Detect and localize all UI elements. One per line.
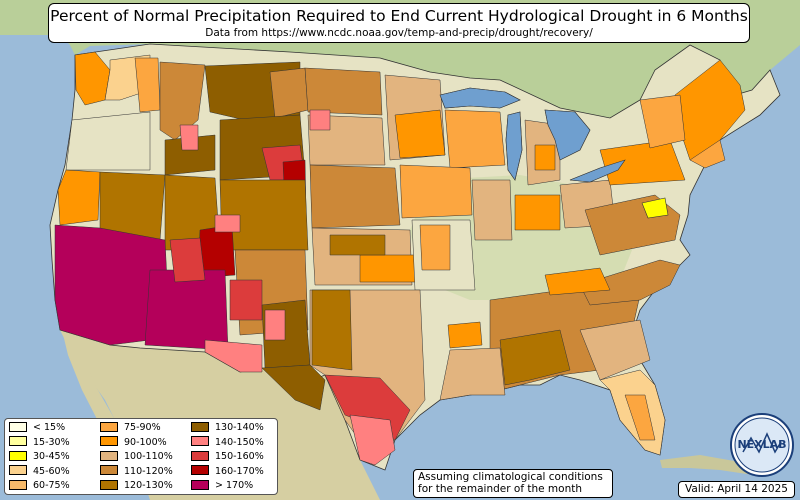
legend-item: 140-150% xyxy=(191,436,264,449)
region-id-pink xyxy=(179,124,199,151)
legend-item: 120-130% xyxy=(100,479,173,492)
legend-label: 60-75% xyxy=(33,480,70,491)
legend-item: 110-120% xyxy=(100,465,173,478)
cuba-land xyxy=(660,455,770,476)
legend-label: 90-100% xyxy=(124,436,167,448)
region-se-darkbrown xyxy=(499,329,571,386)
legend-item: 30-45% xyxy=(9,450,70,463)
logo-text: NEXLAB xyxy=(737,438,786,451)
region-ks-brown xyxy=(329,234,386,256)
legend-swatch xyxy=(9,479,27,490)
region-az-magenta xyxy=(144,269,229,351)
region-tx-darkbrown xyxy=(261,364,326,411)
legend-swatch xyxy=(100,436,118,446)
valid-date: Valid: April 14 2025 xyxy=(678,481,795,498)
region-iowa xyxy=(399,164,473,219)
legend-label: 45-60% xyxy=(33,465,70,477)
region-nd xyxy=(304,67,383,116)
region-mn-orange xyxy=(394,109,446,159)
legend-swatch xyxy=(191,436,209,446)
legend-item: 160-170% xyxy=(191,465,264,478)
region-in-orange xyxy=(514,194,561,231)
region-wa-east xyxy=(134,57,161,113)
legend-label: 150-160% xyxy=(215,451,264,462)
title-box: Percent of Normal Precipitation Required… xyxy=(48,3,750,43)
legend-label: 110-120% xyxy=(124,465,173,477)
map-subtitle: Data from https://www.ncdc.noaa.gov/temp… xyxy=(205,27,593,39)
region-co-pink xyxy=(214,214,241,233)
legend-label: 15-30% xyxy=(33,436,70,448)
region-sd-pink xyxy=(309,109,331,131)
region-oregon xyxy=(65,111,151,171)
lake-superior-top xyxy=(439,87,521,109)
nexlab-logo: NEXLAB xyxy=(730,413,794,477)
note-box: Assuming climatological conditions for t… xyxy=(413,469,613,498)
legend-label: > 170% xyxy=(215,480,254,491)
legend-item: 130-140% xyxy=(191,421,264,434)
legend-swatch xyxy=(9,436,27,446)
region-mo-orange xyxy=(419,224,451,271)
legend-swatch xyxy=(100,465,118,475)
region-nm-pink xyxy=(264,309,286,341)
region-tx-pink xyxy=(349,414,396,466)
region-nc xyxy=(579,259,681,306)
region-la-orange xyxy=(447,321,483,349)
legend-item: 100-110% xyxy=(100,450,173,463)
region-nebraska xyxy=(309,164,401,229)
region-tn-orange xyxy=(544,267,611,296)
lake-michigan-top xyxy=(505,111,523,181)
legend-swatch xyxy=(100,421,118,432)
region-ga xyxy=(579,319,651,381)
legend-swatch xyxy=(9,465,27,475)
region-nca-orange xyxy=(57,169,101,226)
legend-label: 75-90% xyxy=(124,422,161,433)
legend-swatch xyxy=(191,465,209,475)
region-tx-brown xyxy=(311,289,353,371)
legend-label: 120-130% xyxy=(124,480,173,491)
legend-item: < 15% xyxy=(9,421,65,434)
region-ks-orange xyxy=(359,254,421,283)
legend-swatch xyxy=(191,479,209,490)
legend-label: < 15% xyxy=(33,422,66,433)
lake-erie-top xyxy=(569,159,626,183)
legend-label: 100-110% xyxy=(124,451,173,462)
legend-item: 150-160% xyxy=(191,450,264,463)
note-line-1: Assuming climatological conditions xyxy=(418,471,603,483)
legend-label: 30-45% xyxy=(33,451,70,462)
region-fl-orange xyxy=(624,394,656,441)
region-ne-light xyxy=(689,139,726,169)
legend-swatch xyxy=(100,479,118,490)
legend-item: 60-75% xyxy=(9,479,70,492)
legend-label: 160-170% xyxy=(215,465,264,477)
region-md-yellow xyxy=(641,197,669,219)
region-il xyxy=(471,179,513,241)
note-line-2: for the remainder of the month xyxy=(418,483,583,495)
legend-label: 140-150% xyxy=(215,436,264,448)
lake-huron-top xyxy=(544,109,591,161)
legend-item: 45-60% xyxy=(9,465,70,478)
region-idaho-south xyxy=(164,134,216,176)
map-title: Percent of Normal Precipitation Required… xyxy=(50,7,748,25)
legend-item: 75-90% xyxy=(100,421,161,434)
region-mi-orange xyxy=(534,144,556,171)
legend-swatch xyxy=(9,450,27,461)
legend-item: > 170% xyxy=(191,479,253,492)
region-nm-red xyxy=(229,279,263,321)
legend-item: 90-100% xyxy=(100,436,167,449)
region-wisconsin xyxy=(444,109,506,169)
region-az-red xyxy=(169,237,206,283)
legend-swatch xyxy=(191,421,209,432)
legend-swatch xyxy=(191,450,209,461)
region-la xyxy=(439,347,506,401)
legend: < 15% 15-30% 30-45% 45-60% 60-75% 75-90% 90-10… xyxy=(4,418,278,495)
legend-label: 130-140% xyxy=(215,422,264,433)
region-ny xyxy=(639,94,686,149)
legend-item: 15-30% xyxy=(9,436,70,449)
region-montana-east xyxy=(269,67,309,119)
legend-swatch xyxy=(100,450,118,461)
legend-swatch xyxy=(9,421,27,432)
region-az-south-pink xyxy=(204,339,263,373)
